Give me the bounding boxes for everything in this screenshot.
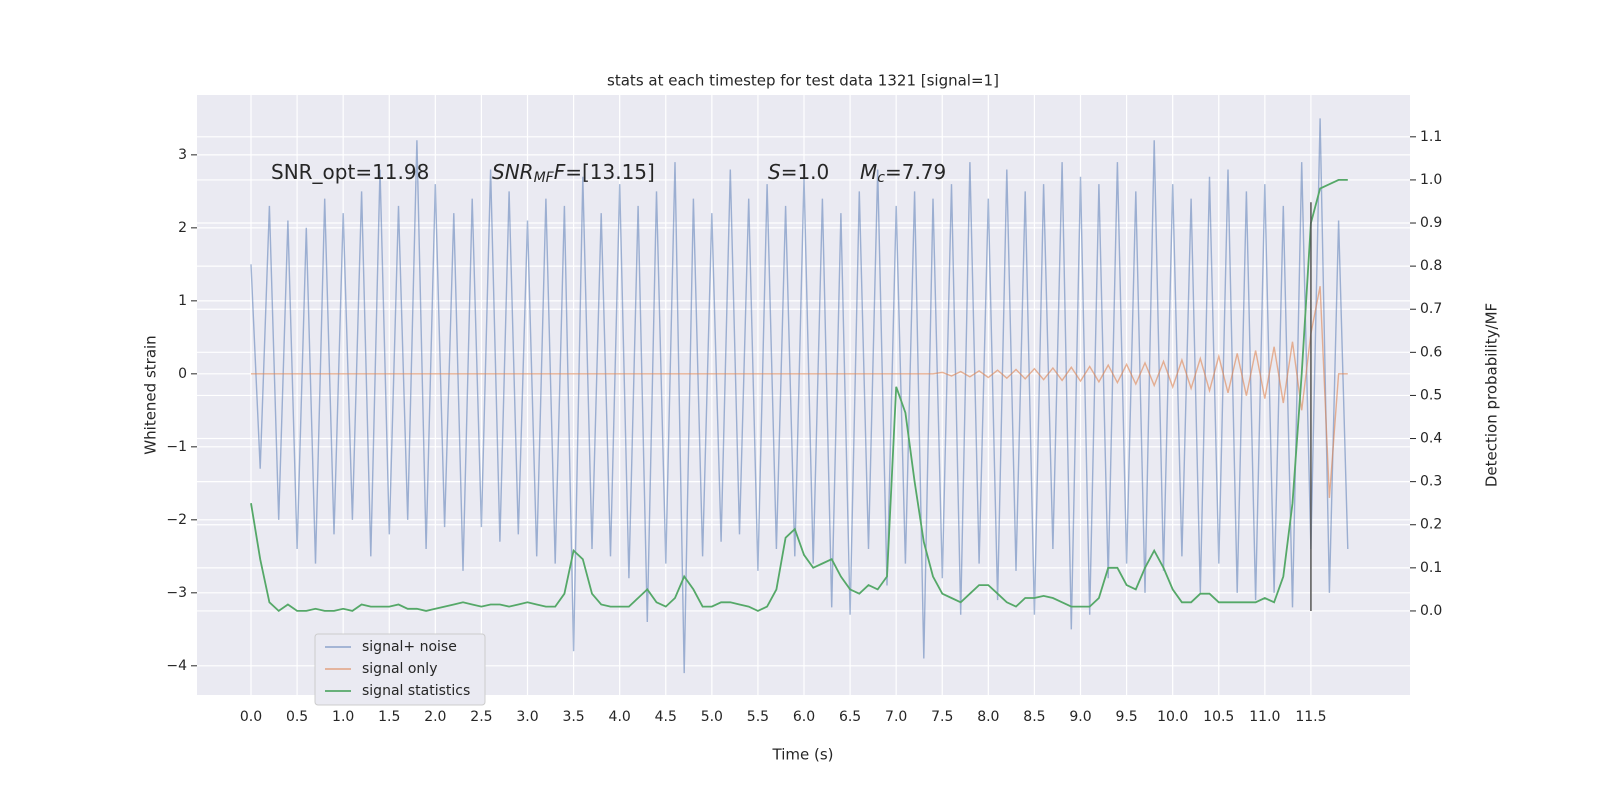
y2-tick-label: 0.3: [1420, 474, 1442, 490]
annotation: S=1.0: [768, 160, 829, 184]
annotation: Mc=7.79: [860, 160, 946, 187]
annotation-part: c: [877, 170, 885, 186]
x-tick-label: 6.0: [793, 709, 815, 725]
annotation-part: F: [554, 160, 566, 184]
y-axis-label: Whitened strain: [142, 335, 160, 454]
x-tick-label: 1.5: [378, 709, 400, 725]
x-tick-label: 4.5: [655, 709, 677, 725]
x-tick-label: 2.5: [470, 709, 492, 725]
annotation-part: M: [860, 160, 877, 184]
y2-tick-label: 0.1: [1420, 560, 1442, 576]
chart-title: stats at each timestep for test data 132…: [607, 72, 999, 90]
x-tick-label: 10.5: [1203, 709, 1234, 725]
legend-box: [314, 633, 486, 706]
x-tick-label: 3.5: [562, 709, 584, 725]
x-tick-label: 3.0: [516, 709, 538, 725]
y-tick-label: 2: [178, 220, 187, 236]
x-tick-label: 10.0: [1157, 709, 1188, 725]
x-tick-label: 9.0: [1069, 709, 1091, 725]
x-tick-label: 0.0: [240, 709, 262, 725]
x-tick-label: 8.0: [977, 709, 999, 725]
annotation: SNRMFF=[13.15]: [492, 160, 655, 187]
x-tick-label: 0.5: [286, 709, 308, 725]
annotation: SNR_opt=11.98: [271, 160, 429, 184]
x-tick-label: 6.5: [839, 709, 861, 725]
x-tick-label: 1.0: [332, 709, 354, 725]
legend: signal+ noise signal only signal statistic…: [314, 633, 486, 706]
x-tick-label: 4.0: [609, 709, 631, 725]
y2-tick-label: 0.7: [1420, 301, 1442, 317]
y2-tick-label: 0.6: [1420, 344, 1442, 360]
x-tick-label: 7.5: [931, 709, 953, 725]
annotation-part: SNR_opt=11.98: [271, 160, 429, 184]
x-tick-label: 2.0: [424, 709, 446, 725]
x-tick-label: 7.0: [885, 709, 907, 725]
x-tick-label: 5.0: [701, 709, 723, 725]
x-tick-label: 8.5: [1023, 709, 1045, 725]
y-tick-label: 1: [178, 293, 187, 309]
series-line: [250, 118, 1349, 674]
x-tick-label: 9.5: [1115, 709, 1137, 725]
y2-tick-label: 0.5: [1420, 387, 1442, 403]
y2-tick-label: 0.9: [1420, 215, 1442, 231]
y2-axis-label: Detection probability/MF: [1483, 303, 1501, 487]
y-tick-label: 0: [178, 366, 187, 382]
series-line: [251, 286, 1348, 498]
legend-label: signal+ noise: [362, 639, 457, 655]
y2-tick-label: 0.8: [1420, 258, 1442, 274]
annotation-part: =7.79: [885, 160, 946, 184]
y-tick-label: 3: [178, 147, 187, 163]
annotation-part: MF: [534, 170, 555, 186]
y2-tick-label: 1.1: [1420, 129, 1442, 145]
x-tick-label: 5.5: [747, 709, 769, 725]
annotation-part: S: [768, 160, 781, 184]
legend-label: signal only: [362, 661, 437, 677]
x-tick-label: 11.0: [1249, 709, 1280, 725]
y-tick-label: −3: [166, 585, 187, 601]
annotation-part: SNR: [492, 160, 534, 184]
annotation-part: =[13.15]: [565, 160, 655, 184]
series-line: [250, 179, 1348, 613]
y-tick-label: −1: [166, 439, 187, 455]
y2-tick-label: 0.4: [1420, 431, 1442, 447]
y2-tick-label: 1.0: [1420, 172, 1442, 188]
y-tick-label: −2: [166, 512, 187, 528]
x-axis-label: Time (s): [772, 746, 834, 764]
x-tick-label: 11.5: [1295, 709, 1326, 725]
y2-tick-label: 0.0: [1420, 603, 1442, 619]
y-tick-label: −4: [166, 658, 187, 674]
legend-label: signal statistics: [362, 683, 470, 699]
annotation-part: =1.0: [781, 160, 830, 184]
y2-tick-label: 0.2: [1420, 517, 1442, 533]
